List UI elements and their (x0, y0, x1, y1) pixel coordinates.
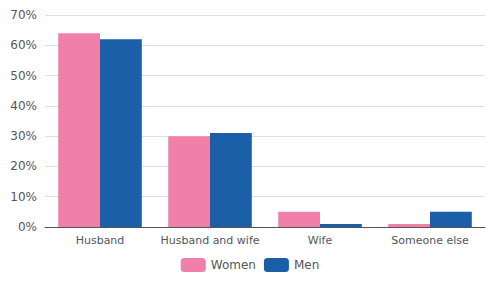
svg-text:Women: Women (211, 258, 256, 272)
svg-text:Someone else: Someone else (391, 234, 469, 247)
svg-text:Wife: Wife (308, 234, 333, 247)
svg-text:70%: 70% (10, 8, 37, 22)
svg-text:Husband and wife: Husband and wife (160, 234, 259, 247)
svg-text:Men: Men (294, 258, 319, 272)
svg-text:30%: 30% (10, 129, 37, 143)
svg-text:50%: 50% (10, 69, 37, 83)
svg-text:40%: 40% (10, 99, 37, 113)
svg-text:20%: 20% (10, 159, 37, 173)
svg-text:60%: 60% (10, 38, 37, 52)
svg-text:Husband: Husband (76, 234, 125, 247)
svg-text:10%: 10% (10, 190, 37, 204)
svg-text:0%: 0% (18, 220, 37, 234)
